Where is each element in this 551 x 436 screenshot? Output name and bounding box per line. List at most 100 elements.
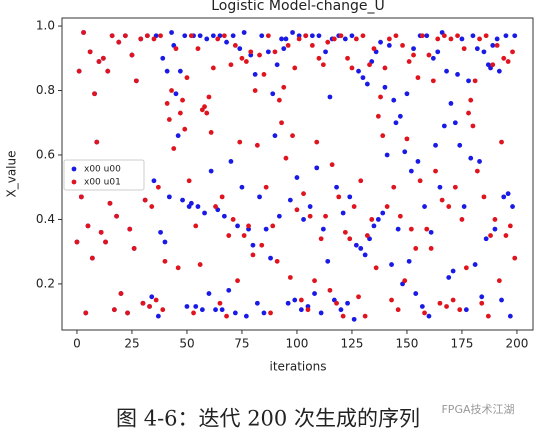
x-tick-label: 25 [124, 337, 139, 351]
point [197, 33, 203, 39]
point [162, 258, 168, 264]
point [219, 194, 225, 200]
point [334, 184, 339, 190]
point [109, 33, 115, 39]
point [406, 59, 412, 64]
point [127, 226, 133, 232]
point [204, 36, 210, 42]
point [433, 168, 438, 174]
point [496, 68, 502, 74]
point [457, 307, 463, 313]
point [488, 233, 493, 238]
point [470, 33, 476, 39]
point [439, 197, 445, 203]
point [149, 294, 155, 300]
point [485, 313, 491, 319]
legend-marker [71, 179, 77, 185]
point [243, 313, 249, 319]
point [272, 133, 278, 139]
point [155, 184, 161, 190]
point [444, 68, 449, 74]
point [351, 204, 357, 209]
point [232, 310, 238, 316]
point [155, 313, 161, 319]
plot-frame [61, 17, 534, 331]
point [252, 88, 258, 93]
point [166, 117, 172, 122]
point [162, 239, 168, 245]
point [474, 46, 480, 52]
point [382, 65, 388, 71]
point [92, 91, 97, 97]
point [307, 213, 313, 219]
point [422, 310, 427, 316]
point [87, 49, 93, 55]
x-tick-label: 75 [234, 337, 249, 351]
point [210, 33, 216, 39]
point [173, 46, 179, 52]
point [320, 62, 326, 68]
point [342, 229, 348, 235]
point [364, 81, 370, 87]
point [448, 36, 454, 42]
point [342, 36, 348, 42]
legend-box [63, 159, 145, 191]
point [276, 97, 282, 103]
point [477, 159, 482, 164]
point [362, 252, 368, 258]
point [468, 155, 474, 161]
point [323, 49, 328, 55]
point [287, 275, 293, 280]
point [389, 262, 394, 267]
point [468, 97, 474, 103]
point [373, 265, 379, 271]
point [411, 52, 416, 58]
legend-label: x00 u01 [84, 178, 121, 188]
point [228, 159, 234, 164]
point [386, 36, 392, 42]
point [208, 168, 214, 174]
point [448, 101, 454, 106]
point [340, 210, 346, 216]
point [182, 33, 188, 39]
point [290, 30, 295, 35]
point [144, 33, 150, 39]
point [142, 197, 148, 203]
point [177, 110, 183, 116]
point [298, 297, 304, 303]
point [237, 46, 243, 52]
point [441, 123, 447, 129]
point [422, 204, 427, 209]
point [173, 91, 179, 97]
point [226, 287, 232, 293]
point [100, 55, 106, 61]
point [356, 294, 361, 300]
point [492, 226, 498, 232]
y-tick-label: 1.0 [36, 19, 55, 33]
y-tick-label: 0.2 [36, 276, 55, 290]
point [243, 59, 249, 64]
y-tick-label: 0.4 [36, 212, 55, 226]
point [338, 307, 344, 313]
x-tick-label: 0 [73, 337, 81, 351]
point [316, 55, 322, 61]
point [281, 84, 287, 90]
point [221, 213, 227, 219]
point [345, 300, 350, 306]
point [391, 97, 397, 103]
point [371, 223, 377, 229]
point [353, 36, 359, 42]
point [114, 213, 119, 219]
point [230, 33, 236, 39]
point [397, 113, 403, 119]
point [415, 75, 421, 81]
point [265, 33, 271, 39]
point [224, 39, 229, 45]
x-tick-label: 125 [340, 337, 363, 351]
point [248, 49, 254, 55]
point [389, 297, 394, 303]
point [501, 55, 507, 61]
point [424, 226, 430, 232]
point [503, 233, 509, 238]
